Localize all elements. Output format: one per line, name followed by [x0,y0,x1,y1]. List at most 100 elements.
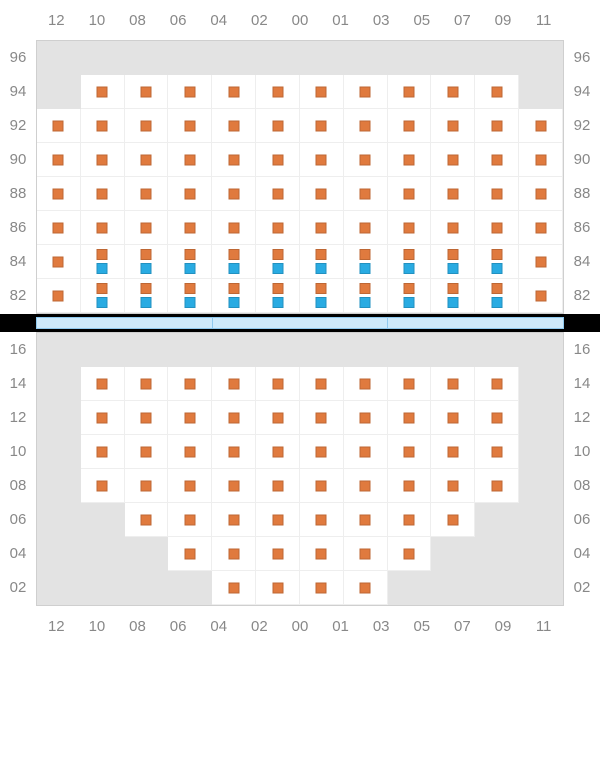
seat-cell[interactable] [256,537,300,571]
seat-cell[interactable] [475,143,519,177]
seat-cell[interactable] [431,469,475,503]
seat-cell[interactable] [81,435,125,469]
seat-cell[interactable] [212,177,256,211]
seat-cell[interactable] [300,109,344,143]
seat-cell[interactable] [212,469,256,503]
seat-cell[interactable] [81,75,125,109]
seat-cell[interactable] [256,279,300,313]
seat-cell[interactable] [168,367,212,401]
seat-cell[interactable] [168,143,212,177]
seat-cell[interactable] [37,245,81,279]
seat-cell[interactable] [300,245,344,279]
seat-cell[interactable] [344,245,388,279]
seat-cell[interactable] [81,109,125,143]
seat-cell[interactable] [431,503,475,537]
seat-cell[interactable] [300,177,344,211]
seat-cell[interactable] [475,177,519,211]
seat-cell[interactable] [475,245,519,279]
seat-cell[interactable] [212,571,256,605]
seat-cell[interactable] [256,143,300,177]
seat-cell[interactable] [475,109,519,143]
seat-cell[interactable] [168,401,212,435]
seat-cell[interactable] [168,109,212,143]
seat-cell[interactable] [388,469,432,503]
seat-cell[interactable] [125,177,169,211]
seat-cell[interactable] [300,211,344,245]
seat-cell[interactable] [388,503,432,537]
seat-cell[interactable] [431,367,475,401]
seat-cell[interactable] [212,503,256,537]
seat-cell[interactable] [125,469,169,503]
seat-cell[interactable] [344,367,388,401]
seat-cell[interactable] [37,279,81,313]
seat-cell[interactable] [81,279,125,313]
seat-cell[interactable] [344,571,388,605]
seat-cell[interactable] [475,469,519,503]
seat-cell[interactable] [431,435,475,469]
seat-cell[interactable] [125,109,169,143]
seat-cell[interactable] [256,109,300,143]
seat-cell[interactable] [125,435,169,469]
seat-cell[interactable] [81,245,125,279]
seat-cell[interactable] [344,401,388,435]
seat-cell[interactable] [475,367,519,401]
seat-cell[interactable] [300,75,344,109]
seat-cell[interactable] [168,279,212,313]
seat-cell[interactable] [344,279,388,313]
seat-cell[interactable] [300,469,344,503]
seat-cell[interactable] [168,211,212,245]
seat-cell[interactable] [388,109,432,143]
seat-cell[interactable] [431,211,475,245]
seat-cell[interactable] [344,75,388,109]
seat-cell[interactable] [37,143,81,177]
seat-cell[interactable] [81,177,125,211]
seat-cell[interactable] [388,279,432,313]
seat-cell[interactable] [256,469,300,503]
seat-cell[interactable] [344,109,388,143]
seat-cell[interactable] [388,367,432,401]
seat-cell[interactable] [81,211,125,245]
seat-cell[interactable] [256,75,300,109]
seat-cell[interactable] [168,435,212,469]
seat-cell[interactable] [212,537,256,571]
seat-cell[interactable] [168,245,212,279]
seat-cell[interactable] [344,211,388,245]
seat-cell[interactable] [256,367,300,401]
seat-cell[interactable] [168,469,212,503]
seat-cell[interactable] [344,143,388,177]
seat-cell[interactable] [519,177,563,211]
seat-cell[interactable] [81,143,125,177]
seat-cell[interactable] [125,279,169,313]
seat-cell[interactable] [519,143,563,177]
seat-cell[interactable] [431,245,475,279]
seat-cell[interactable] [81,367,125,401]
seat-cell[interactable] [475,75,519,109]
seat-cell[interactable] [344,469,388,503]
seat-cell[interactable] [388,211,432,245]
seat-cell[interactable] [125,503,169,537]
seat-cell[interactable] [519,109,563,143]
seat-cell[interactable] [300,401,344,435]
seat-cell[interactable] [300,537,344,571]
seat-cell[interactable] [168,503,212,537]
seat-cell[interactable] [212,109,256,143]
seat-cell[interactable] [125,75,169,109]
seat-cell[interactable] [431,177,475,211]
seat-cell[interactable] [256,245,300,279]
seat-cell[interactable] [37,109,81,143]
seat-cell[interactable] [300,503,344,537]
seat-cell[interactable] [431,109,475,143]
seat-cell[interactable] [168,177,212,211]
seat-cell[interactable] [125,211,169,245]
seat-cell[interactable] [256,435,300,469]
seat-cell[interactable] [431,75,475,109]
seat-cell[interactable] [388,435,432,469]
seat-cell[interactable] [388,245,432,279]
seat-cell[interactable] [300,435,344,469]
seat-cell[interactable] [125,367,169,401]
seat-cell[interactable] [37,211,81,245]
seat-cell[interactable] [300,143,344,177]
seat-cell[interactable] [125,143,169,177]
seat-cell[interactable] [388,537,432,571]
seat-cell[interactable] [168,75,212,109]
